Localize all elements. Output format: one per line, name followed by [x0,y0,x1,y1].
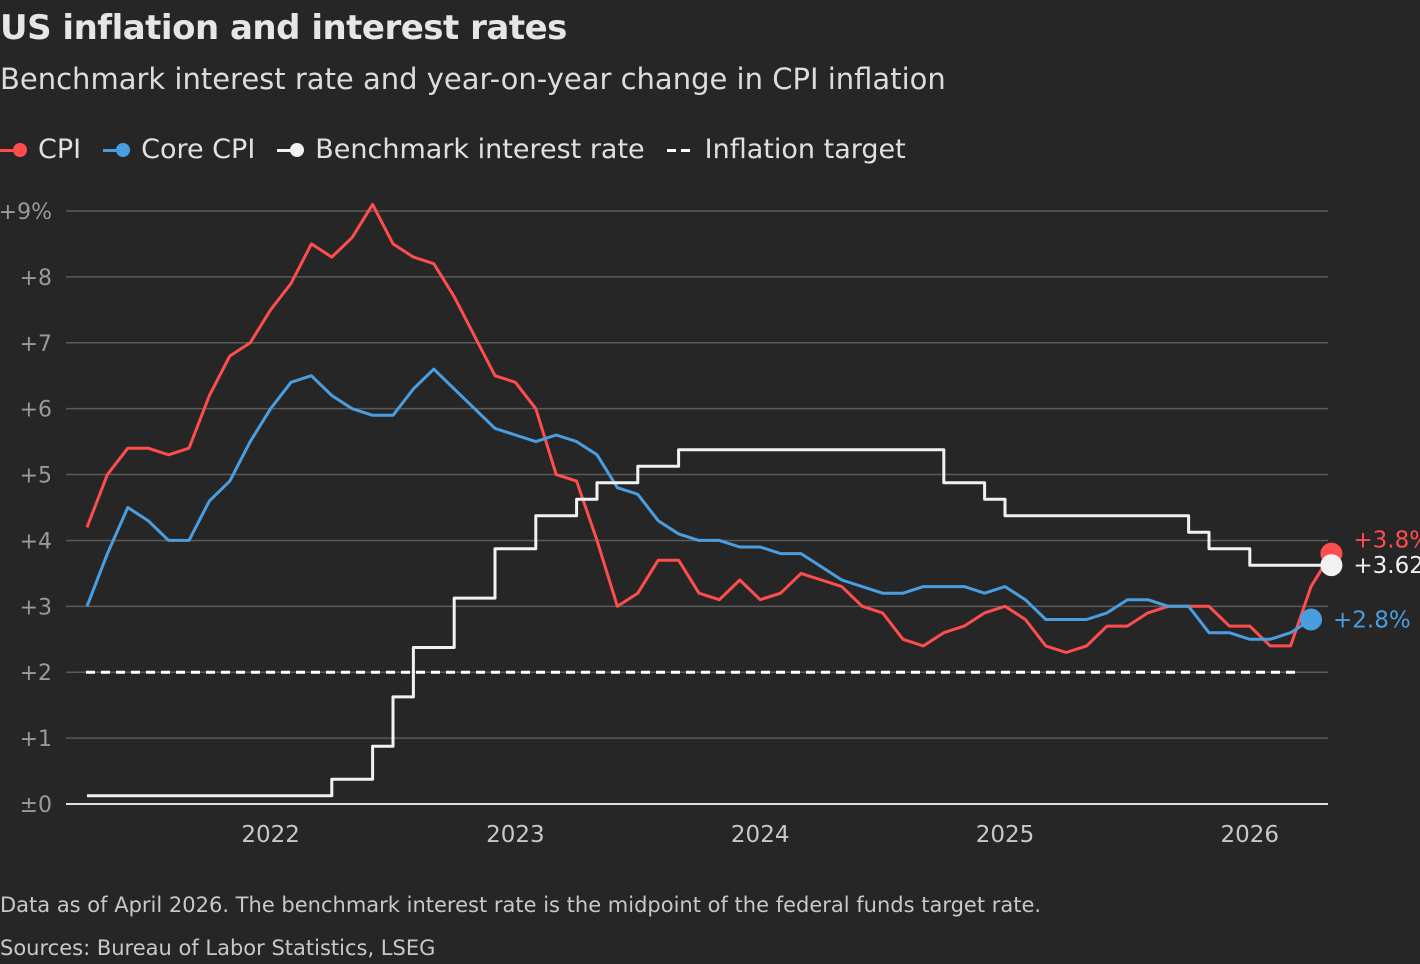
y-tick-label: +2 [20,661,52,686]
cpi-swatch-icon [0,140,30,160]
legend-item-inflation-target: Inflation target [666,134,906,165]
x-tick-label: 2023 [486,822,545,848]
series-end-marker [1300,608,1322,631]
legend-item-core-cpi: Core CPI [103,134,255,165]
x-tick-label: 2026 [1221,822,1280,848]
swatch-line [103,148,120,152]
x-tick-label: 2022 [241,822,300,848]
y-tick-label: +1 [20,727,52,752]
chart-title: US inflation and interest rates [0,8,567,48]
legend-label-core-cpi: Core CPI [141,134,256,165]
line-chart: ±0 +1 +2 +3 +4 +5 +6 +7 +8 +9% 2022 2023 2024 2025 202… [0,200,1420,848]
dash-segment [666,148,676,152]
series-end-label: +3.62% [1353,553,1420,579]
legend-item-cpi: CPI [0,134,81,165]
chart-subtitle: Benchmark interest rate and year-on-year… [0,62,946,96]
x-tick-label: 2024 [731,822,790,848]
series-line-cpi [85,202,1333,654]
swatch-line [0,148,16,152]
legend-label-inflation-target: Inflation target [704,134,906,165]
sources-note: Sources: Bureau of Labor Statistics, LSE… [0,936,436,960]
y-tick-label: +5 [20,464,52,489]
y-tick-label: +3 [20,595,52,620]
y-tick-label: ±0 [20,793,52,818]
series-line-benchmark-interest-rate [87,448,1332,798]
series-end-label: +3.8% [1353,528,1420,554]
x-tick-label: 2025 [976,822,1035,848]
legend-item-benchmark-rate: Benchmark interest rate [277,134,645,165]
swatch-dot [116,142,131,157]
y-tick-label: +4 [20,529,52,554]
dashed-line-icon [666,140,697,160]
swatch-dot [290,142,305,157]
y-tick-label: +6 [20,398,52,423]
legend: CPI Core CPI Benchmark interest rate Inf… [0,134,928,165]
series-end-marker [1320,554,1343,577]
swatch-dot [13,142,27,157]
footnote: Data as of April 2026. The benchmark int… [0,893,1042,917]
y-tick-label: +8 [20,266,52,291]
y-tick-label: +9% [0,200,52,225]
legend-label-benchmark-rate: Benchmark interest rate [315,134,645,165]
swatch-line [277,148,294,152]
dash-segment [680,148,690,152]
series-line-core-cpi [85,367,1312,641]
y-tick-label: +7 [20,332,52,357]
core-cpi-swatch-icon [103,140,133,160]
benchmark-rate-swatch-icon [277,140,307,160]
series-end-label: +2.8% [1333,608,1411,634]
legend-label-cpi: CPI [38,134,82,165]
